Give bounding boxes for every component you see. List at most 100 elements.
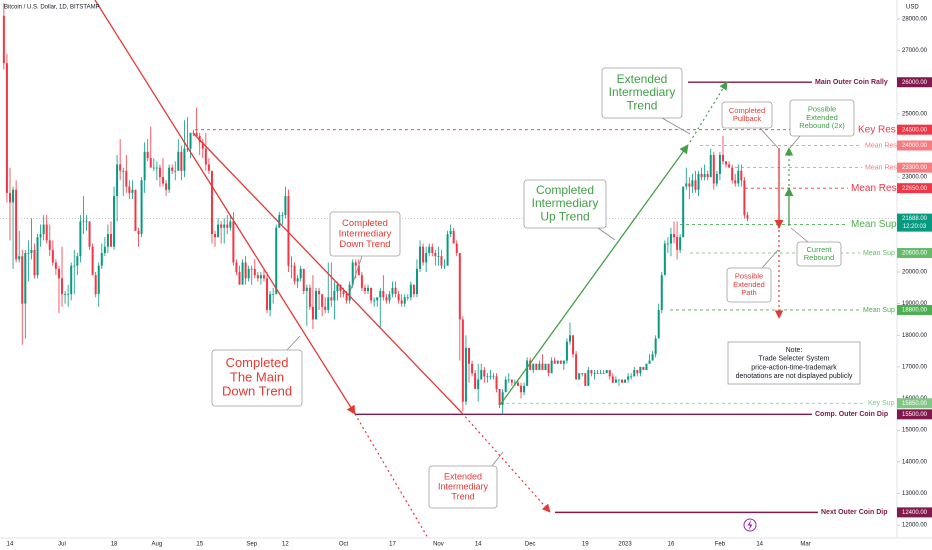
candle-body	[627, 376, 630, 380]
candle-body	[452, 230, 455, 244]
candle-body	[109, 234, 112, 247]
candle-body	[299, 268, 302, 279]
candle-body	[443, 265, 446, 267]
annotation-text: Path	[741, 288, 756, 297]
annotation-box	[721, 101, 773, 129]
candle-body	[357, 265, 360, 276]
level-price-box	[897, 183, 932, 194]
y-tick-label: 13000.00	[902, 491, 928, 497]
level-price-label: 24000.00	[902, 143, 928, 149]
level-price-label: 15850.00	[902, 401, 928, 407]
candle-body	[495, 376, 498, 390]
annotations: ExtendedIntermediaryTrendCompletedInterm…	[211, 67, 855, 509]
candle-body	[679, 237, 682, 250]
annotation-box	[523, 179, 607, 229]
level-price-label: 23300.00	[902, 165, 928, 171]
candle-body	[666, 243, 669, 245]
candle-body	[715, 173, 718, 184]
candle-body	[284, 196, 287, 216]
candle-body	[305, 287, 308, 291]
y-tick-label: 23000.00	[902, 175, 928, 181]
candle-body	[553, 360, 556, 364]
level-price-label: 24500.00	[902, 127, 928, 133]
candle-body	[140, 180, 143, 235]
candle-body	[162, 177, 164, 184]
candle-body	[434, 253, 437, 257]
annotation-text: Trend	[451, 491, 474, 501]
intermediary-down-trend-extension	[461, 412, 551, 513]
annotation-text: Intermediary	[532, 196, 599, 210]
candle-body	[342, 290, 345, 295]
candle-body	[57, 268, 60, 279]
annotation-text: Intermediary	[609, 85, 676, 99]
candle-body	[611, 376, 614, 383]
annotation-text: Extended	[617, 72, 668, 86]
y-tick-label: 15000.00	[902, 428, 928, 434]
candle-body	[504, 379, 507, 393]
currency-label: USD	[906, 5, 919, 11]
candle-body	[544, 363, 547, 371]
x-tick-label: 18	[111, 542, 118, 548]
note-text: Note:	[786, 347, 803, 354]
x-tick-label: 17	[389, 542, 396, 548]
candle-body	[27, 253, 30, 254]
candle-body	[373, 300, 376, 302]
annotation-text: Pullback	[733, 114, 762, 123]
candle-body	[608, 370, 611, 377]
candle-body	[584, 373, 587, 386]
candle-body	[73, 265, 76, 267]
candle-body	[412, 284, 415, 295]
candle-body	[550, 360, 553, 374]
level-name: Comp. Outer Coin Dip	[815, 411, 888, 418]
candle-body	[575, 354, 578, 380]
candle-body	[431, 246, 434, 254]
level-name: Mean Sup	[851, 219, 897, 230]
candle-body	[532, 363, 535, 371]
note-text: Trade Selecter System	[759, 356, 830, 363]
candle-body	[207, 164, 210, 171]
candle-body	[122, 170, 125, 172]
candle-body	[535, 363, 538, 371]
candle-body	[397, 294, 400, 301]
candle-body	[477, 379, 480, 390]
candle-body	[654, 338, 657, 355]
candle-body	[746, 215, 749, 219]
x-tick-label: Jul	[58, 542, 66, 548]
candle-body	[24, 253, 27, 304]
candle-body	[458, 253, 461, 320]
candle-body	[180, 151, 183, 171]
candle-body	[64, 294, 67, 295]
candle-body	[633, 370, 636, 377]
candle-body	[128, 186, 131, 193]
candle-body	[510, 379, 513, 383]
candle-body	[480, 370, 483, 380]
y-tick-label: 14000.00	[902, 459, 928, 465]
annotation-text: Extended	[806, 113, 838, 122]
annotation-box	[796, 241, 842, 267]
candle-body	[385, 297, 388, 301]
candle-body	[419, 246, 422, 269]
candle-body	[217, 224, 220, 238]
candle-body	[590, 370, 593, 374]
y-tick-label: 27000.00	[902, 48, 928, 54]
candle-body	[238, 272, 241, 285]
candle-body	[697, 173, 700, 190]
level-name: Main Outer Coin Rally	[815, 79, 888, 86]
candle-body	[177, 151, 180, 171]
x-tick-label: Oct	[339, 542, 349, 548]
candle-body	[636, 370, 639, 374]
candle-body	[617, 379, 620, 381]
candle-body	[168, 167, 171, 190]
candle-body	[272, 294, 275, 295]
y-tick-label: 18000.00	[902, 333, 928, 339]
candle-body	[731, 167, 734, 181]
candle-body	[97, 265, 100, 295]
annotation-text: Extended	[444, 471, 482, 481]
level-price-box	[897, 162, 932, 173]
annotation-box	[789, 99, 855, 137]
candle-body	[171, 167, 174, 171]
level-price-box	[897, 77, 932, 88]
